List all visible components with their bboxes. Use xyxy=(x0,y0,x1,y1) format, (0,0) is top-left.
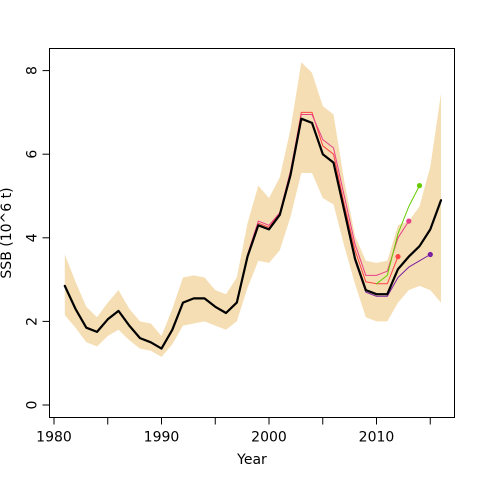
confidence-band xyxy=(64,62,442,357)
y-tick-label: 8 xyxy=(25,66,41,75)
x-tick-label: 2010 xyxy=(359,430,395,446)
endpoint-layer xyxy=(395,183,433,260)
confidence-band-layer xyxy=(64,62,442,357)
series-endpoint-5 xyxy=(427,251,433,258)
y-axis-title: SSB (10^6 t) xyxy=(0,187,15,278)
x-axis: 1980 1990 2000 2010 xyxy=(36,417,431,446)
y-tick-label: 0 xyxy=(25,401,41,410)
series-endpoint-2 xyxy=(395,254,401,260)
y-tick-label: 6 xyxy=(25,150,41,159)
x-tick-label: 1990 xyxy=(144,430,180,446)
y-tick-label: 4 xyxy=(25,233,41,242)
y-axis: 0 2 4 6 8 xyxy=(25,66,50,409)
series-line-1 xyxy=(63,117,443,350)
series-endpoint-3 xyxy=(406,218,412,224)
x-tick-label: 2000 xyxy=(251,430,287,446)
series-line-4 xyxy=(376,185,420,285)
series-endpoint-4 xyxy=(416,183,423,189)
plot-frame xyxy=(49,48,455,418)
y-tick-label: 2 xyxy=(25,317,41,326)
series-layer xyxy=(63,111,443,350)
x-tick-label: 1980 xyxy=(36,430,72,446)
x-axis-title: Year xyxy=(236,452,267,468)
